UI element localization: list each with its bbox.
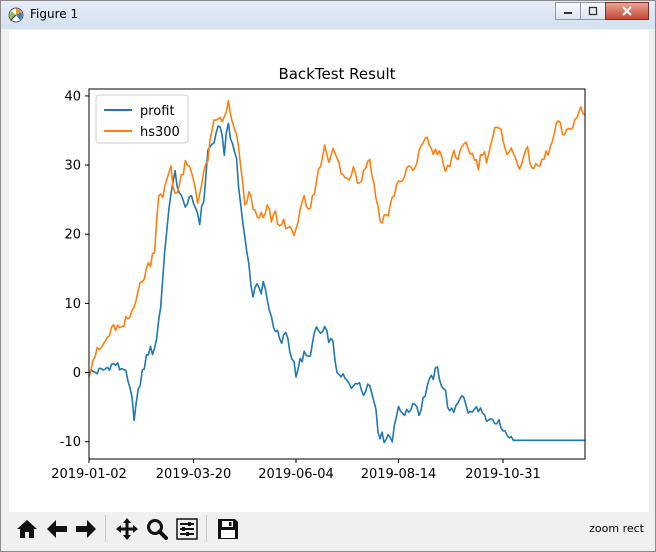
x-tick-label: 2019-03-20 bbox=[156, 467, 232, 482]
x-tick-label: 2019-06-04 bbox=[258, 467, 334, 482]
title-bar[interactable]: Figure 1 bbox=[1, 1, 655, 29]
series-line-hs300 bbox=[88, 99, 586, 378]
close-button[interactable] bbox=[605, 2, 649, 20]
y-tick-label: 0 bbox=[73, 366, 81, 381]
y-tick-label: 40 bbox=[64, 89, 81, 104]
zoom-button[interactable] bbox=[143, 515, 170, 542]
y-tick-label: -10 bbox=[60, 435, 81, 450]
close-icon bbox=[622, 6, 632, 16]
home-button[interactable] bbox=[13, 515, 40, 542]
navigation-toolbar: zoom rect bbox=[9, 512, 649, 545]
back-icon bbox=[46, 519, 67, 538]
zoom-icon bbox=[146, 518, 168, 540]
y-tick-label: 20 bbox=[64, 228, 81, 243]
line-chart[interactable]: -10 0 10 20 30 40 2019-01-02 2019-03-20 2019-06-… bbox=[9, 30, 649, 512]
back-button[interactable] bbox=[43, 515, 70, 542]
pan-button[interactable] bbox=[113, 515, 140, 542]
home-icon bbox=[16, 519, 37, 538]
subplots-icon bbox=[175, 517, 198, 540]
forward-icon bbox=[75, 519, 96, 538]
figure-canvas[interactable]: -10 0 10 20 30 40 2019-01-02 2019-03-20 2019-06-… bbox=[9, 30, 649, 512]
legend-label-profit: profit bbox=[140, 104, 175, 119]
forward-button[interactable] bbox=[72, 515, 99, 542]
chart-title: BackTest Result bbox=[278, 65, 395, 83]
maximize-button[interactable] bbox=[580, 2, 606, 20]
toolbar-separator bbox=[206, 515, 207, 542]
minimize-button[interactable] bbox=[555, 2, 581, 20]
minimize-icon bbox=[564, 12, 572, 14]
y-tick-label: 30 bbox=[64, 159, 81, 174]
pan-icon bbox=[115, 517, 138, 540]
x-tick-label: 2019-08-14 bbox=[361, 467, 437, 482]
save-button[interactable] bbox=[214, 515, 241, 542]
configure-subplots-button[interactable] bbox=[173, 515, 200, 542]
matplotlib-logo-icon bbox=[8, 7, 24, 23]
window-title: Figure 1 bbox=[30, 7, 79, 21]
save-icon bbox=[217, 518, 238, 539]
x-tick-label: 2019-10-31 bbox=[465, 467, 541, 482]
legend: profit hs300 bbox=[95, 94, 189, 144]
y-tick-label: 10 bbox=[64, 297, 81, 312]
series-line-profit bbox=[88, 122, 585, 444]
maximize-icon bbox=[588, 6, 598, 16]
axes-frame bbox=[88, 88, 586, 460]
status-text: zoom rect bbox=[589, 522, 644, 535]
x-tick-label: 2019-01-02 bbox=[51, 467, 127, 482]
toolbar-separator bbox=[105, 515, 106, 542]
legend-label-hs300: hs300 bbox=[140, 125, 180, 140]
